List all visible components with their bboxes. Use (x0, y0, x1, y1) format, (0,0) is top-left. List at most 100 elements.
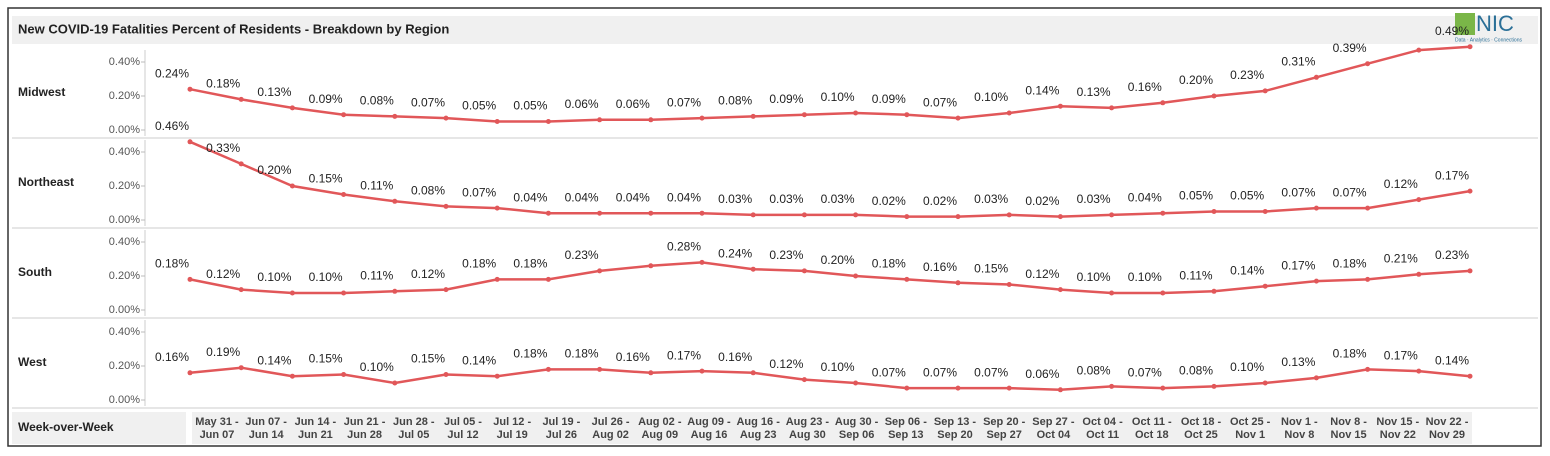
x-tick-label: Jun 14 - Jun 21 (294, 416, 337, 441)
data-label: 0.10% (974, 90, 1008, 104)
data-point (1006, 212, 1012, 218)
data-label: 0.16% (155, 350, 189, 364)
x-tick-label: Nov 22 - Nov 29 (1425, 416, 1469, 441)
data-point (341, 372, 347, 377)
series-line (189, 366, 1471, 392)
data-point (1365, 366, 1371, 372)
x-tick-label: Jun 21 - Jun 28 (343, 416, 386, 441)
y-tick-label: 0.20% (109, 180, 140, 192)
data-label: 0.14% (257, 353, 291, 367)
data-point (1365, 61, 1371, 67)
data-point (1467, 268, 1473, 274)
data-label: 0.07% (667, 95, 701, 109)
data-label: 0.23% (1230, 68, 1264, 82)
data-label: 0.15% (309, 172, 343, 186)
data-label: 0.06% (1025, 367, 1059, 381)
data-label: 0.14% (1435, 353, 1469, 367)
data-point (545, 276, 551, 282)
data-label: 0.04% (565, 190, 599, 204)
data-label: 0.07% (923, 365, 957, 379)
data-point (1006, 110, 1012, 116)
data-point (187, 370, 193, 376)
data-label: 0.14% (462, 353, 496, 367)
data-point (1006, 282, 1012, 287)
data-label: 0.09% (769, 92, 803, 106)
data-point (1416, 271, 1422, 277)
x-tick-label: Jun 28 - Jul 05 (393, 416, 435, 441)
data-point (289, 183, 295, 189)
data-label: 0.16% (718, 350, 752, 364)
data-point (1467, 188, 1473, 194)
data-label: 0.14% (1230, 263, 1264, 277)
data-point (187, 139, 193, 145)
data-point (494, 276, 500, 282)
data-label: 0.16% (1128, 80, 1162, 94)
data-label: 0.14% (1025, 83, 1059, 97)
data-point (955, 115, 961, 121)
data-point (392, 198, 398, 204)
data-point (1262, 209, 1268, 214)
data-point (750, 113, 756, 119)
data-label: 0.20% (821, 253, 855, 267)
logo: NIC Data · Analytics · Connections (1455, 11, 1522, 43)
data-point (443, 372, 449, 377)
data-label: 0.17% (667, 348, 701, 362)
data-point (545, 366, 551, 372)
data-point (1313, 205, 1319, 211)
data-label: 0.08% (411, 184, 445, 198)
data-label: 0.10% (1230, 360, 1264, 374)
data-label: 0.18% (462, 257, 496, 271)
data-point (392, 380, 398, 386)
data-label: 0.39% (1333, 41, 1367, 55)
data-point (955, 280, 961, 286)
data-label: 0.07% (974, 365, 1008, 379)
data-label: 0.13% (1077, 85, 1111, 99)
data-label: 0.16% (923, 260, 957, 274)
data-label: 0.18% (565, 347, 599, 361)
data-point (699, 210, 705, 216)
frame (7, 7, 1542, 447)
data-label: 0.28% (667, 240, 701, 254)
region-label: South (18, 265, 52, 279)
data-label: 0.19% (206, 345, 240, 359)
x-tick-label: Sep 06 - Sep 13 (884, 416, 927, 441)
data-point (1416, 368, 1422, 374)
x-tick-label: Jul 26 - Aug 02 (591, 416, 630, 441)
data-point (1160, 100, 1166, 106)
x-tick-label: Aug 02 - Aug 09 (638, 416, 682, 441)
data-label: 0.15% (411, 352, 445, 366)
data-label: 0.04% (667, 190, 701, 204)
data-label: 0.18% (1333, 257, 1367, 271)
data-label: 0.10% (309, 270, 343, 284)
data-point (494, 119, 500, 124)
region-label: West (18, 355, 46, 369)
data-label: 0.20% (1179, 73, 1213, 87)
data-label: 0.09% (872, 92, 906, 106)
data-label: 0.33% (206, 141, 240, 155)
data-label: 0.10% (257, 270, 291, 284)
data-label: 0.18% (1333, 347, 1367, 361)
data-point (853, 110, 859, 116)
data-point (494, 373, 500, 379)
y-tick-label: 0.40% (109, 326, 140, 338)
data-point (750, 266, 756, 272)
data-label: 0.07% (462, 185, 496, 199)
x-tick-label: Aug 16 - Aug 23 (736, 416, 780, 441)
region-label: Midwest (18, 85, 65, 99)
logo-tagline: Data · Analytics · Connections (1455, 37, 1522, 43)
data-label: 0.15% (974, 262, 1008, 276)
x-tick-label: Jun 07 - Jun 14 (245, 416, 287, 441)
data-label: 0.13% (1281, 355, 1315, 369)
x-tick-label: Jul 12 - Jul 19 (493, 416, 532, 441)
data-point (904, 276, 910, 282)
data-point (1109, 383, 1115, 389)
data-label: 0.12% (769, 357, 803, 371)
data-label: 0.03% (769, 192, 803, 206)
data-point (1160, 385, 1166, 391)
data-point (1313, 375, 1319, 381)
data-point (1057, 103, 1063, 109)
data-label: 0.07% (1128, 365, 1162, 379)
x-tick-label: Oct 18 - Oct 25 (1180, 416, 1222, 441)
data-label: 0.12% (206, 267, 240, 281)
